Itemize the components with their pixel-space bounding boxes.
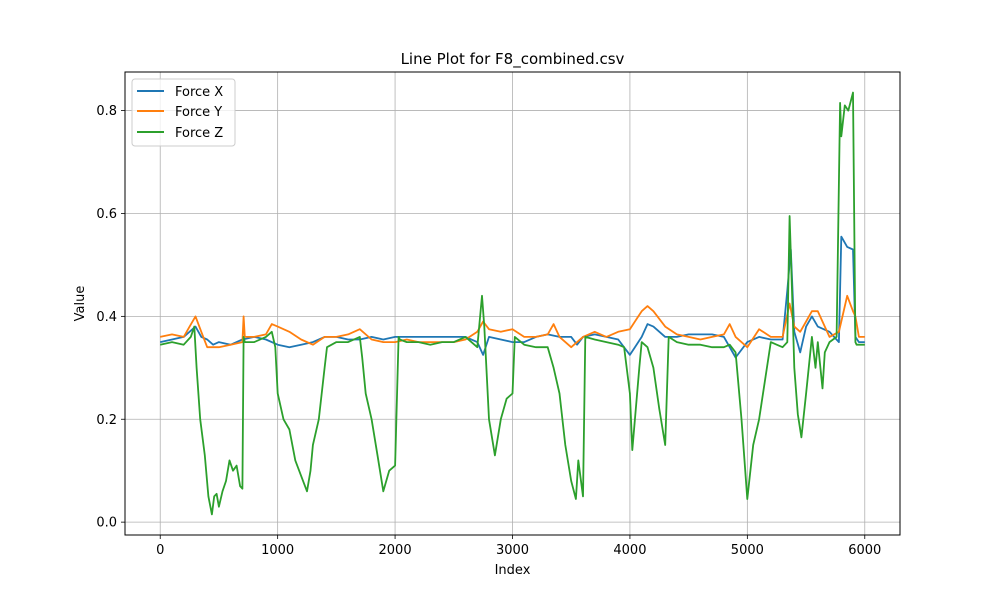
y-tick-label: 0.2 <box>96 413 117 428</box>
x-tick-label: 0 <box>156 543 164 558</box>
y-axis: 0.0 0.2 0.4 0.6 0.8 <box>96 104 125 531</box>
x-axis-label: Index <box>495 563 531 578</box>
x-tick-label: 2000 <box>379 543 412 558</box>
x-axis: 0 1000 2000 3000 4000 5000 6000 <box>156 535 881 558</box>
y-tick-label: 0.8 <box>96 104 117 119</box>
x-tick-label: 1000 <box>261 543 294 558</box>
y-tick-label: 0.0 <box>96 516 117 531</box>
x-tick-label: 3000 <box>496 543 529 558</box>
legend-box <box>131 78 236 147</box>
y-tick-label: 0.4 <box>96 310 117 325</box>
legend: Force X Force Y Force Z <box>131 78 236 147</box>
series-line-force-z <box>160 91 865 516</box>
legend-label-force-x: Force X <box>175 85 223 100</box>
legend-label-force-z: Force Z <box>175 126 223 141</box>
x-tick-label: 6000 <box>848 543 881 558</box>
chart-title: Line Plot for F8_combined.csv <box>401 50 625 69</box>
series-layer <box>160 91 865 516</box>
y-gridlines <box>125 110 900 523</box>
y-tick-label: 0.6 <box>96 207 117 222</box>
x-tick-label: 5000 <box>731 543 764 558</box>
legend-label-force-y: Force Y <box>175 105 222 120</box>
y-axis-label: Value <box>73 286 88 322</box>
x-tick-label: 4000 <box>613 543 646 558</box>
series-line-force-y <box>160 294 865 349</box>
